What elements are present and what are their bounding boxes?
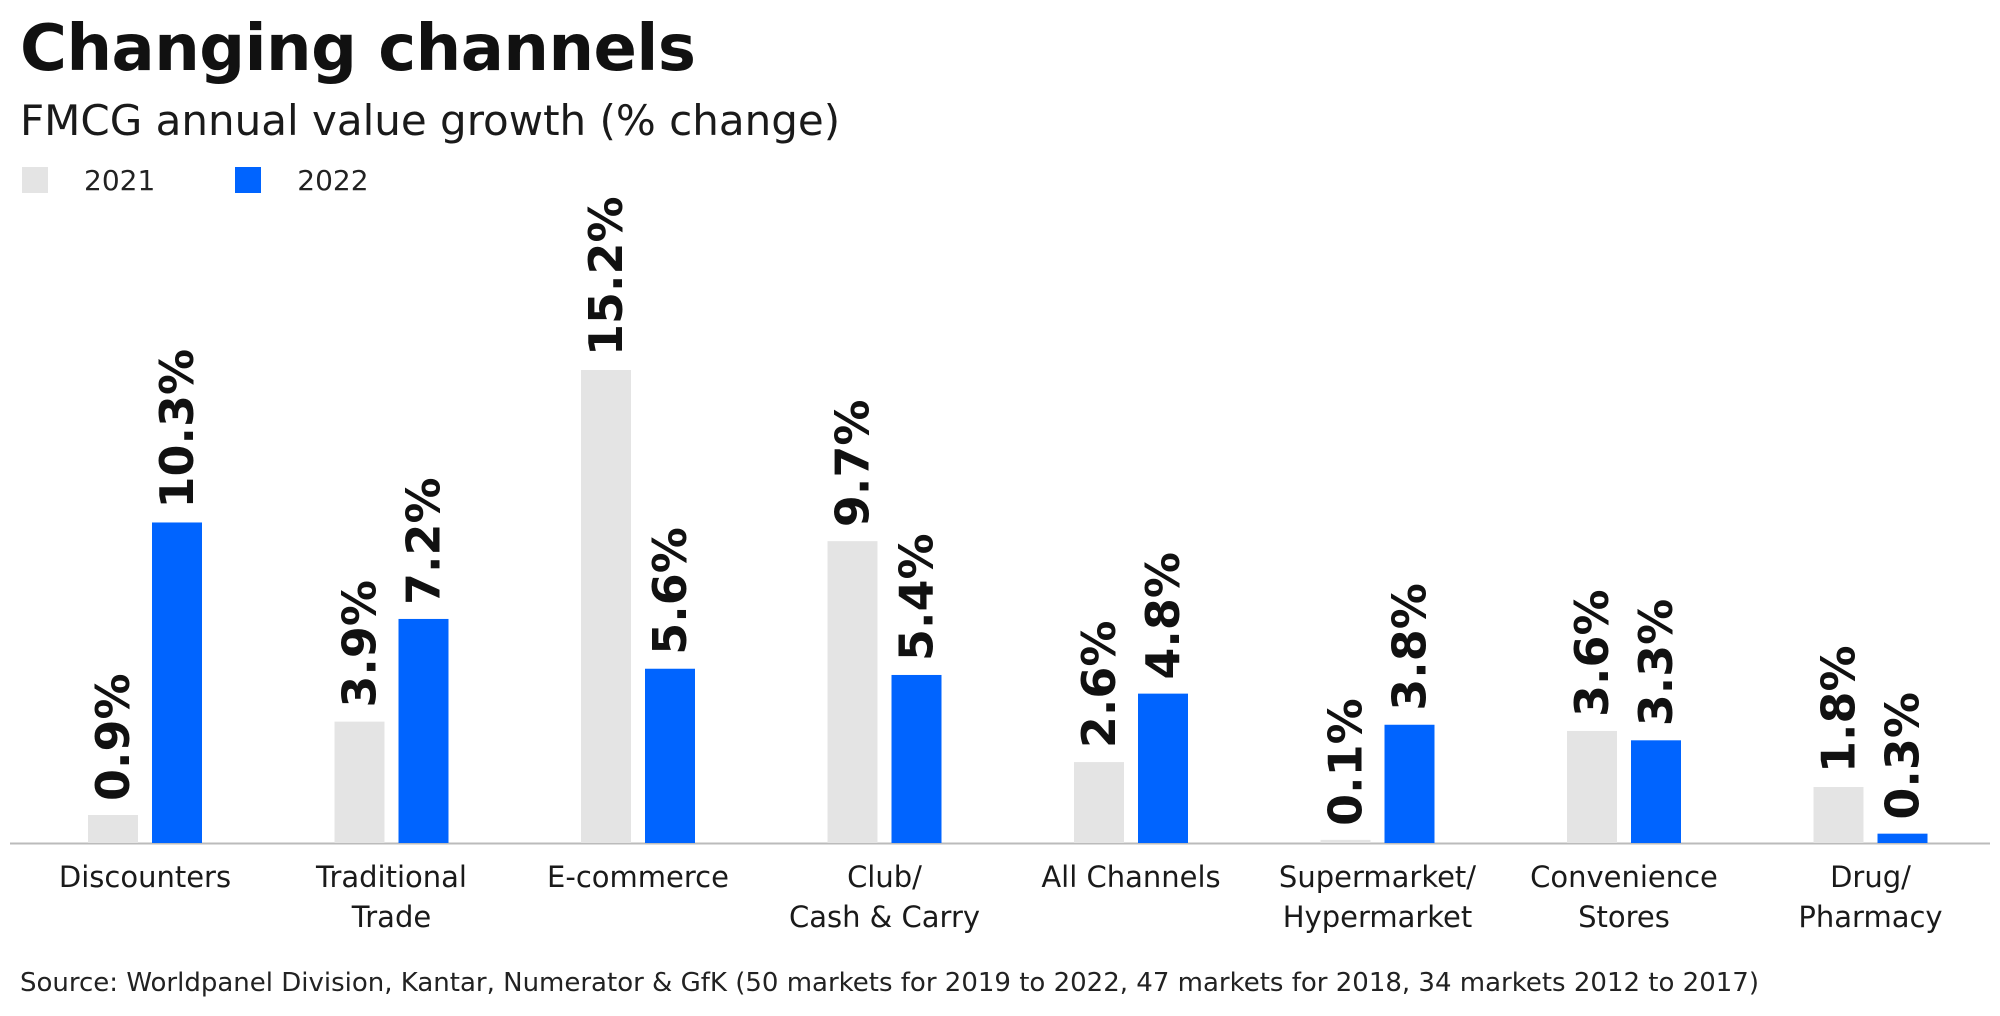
category-label-all-channels: All Channels: [1041, 860, 1220, 894]
category-label-supermarket-hypermarket: Supermarket/Hypermarket: [1279, 860, 1476, 934]
value-label-2022-e-commerce: 5.6%: [643, 527, 697, 655]
category-label-traditional-trade: Traditional Trade: [315, 860, 467, 934]
bar-2022-supermarket-hypermarket: [1384, 724, 1435, 843]
value-label-2021-supermarket-hypermarket: 0.1%: [1319, 698, 1373, 826]
value-label-2022-all-channels: 4.8%: [1136, 552, 1190, 680]
bar-2022-club-cash-carry: [891, 674, 942, 843]
legend-item-2021: 2021: [22, 164, 155, 197]
chart-subtitle: FMCG annual value growth (% change): [20, 96, 841, 145]
category-label-club-cash-carry: Club/Cash & Carry: [789, 860, 980, 934]
bar-2022-all-channels: [1138, 693, 1188, 843]
legend-label-2021: 2021: [84, 163, 156, 197]
bar-2022-e-commerce: [645, 668, 695, 843]
value-label-2022-convenience-stores: 3.3%: [1629, 599, 1683, 727]
value-label-2021-drug-pharmacy: 1.8%: [1812, 645, 1866, 773]
bar-2021-club-cash-carry: [827, 541, 878, 843]
chart-title: Changing channels: [20, 12, 696, 86]
source-note: Source: Worldpanel Division, Kantar, Num…: [20, 968, 1759, 998]
bar-2022-drug-pharmacy: [1877, 833, 1928, 843]
value-label-2021-discounters: 0.9%: [86, 673, 140, 801]
value-label-2021-all-channels: 2.6%: [1072, 621, 1126, 749]
legend: 2021 2022: [22, 160, 449, 200]
category-label-e-commerce: E-commerce: [547, 860, 729, 894]
bar-2022-convenience-stores: [1631, 740, 1681, 843]
legend-item-2022: 2022: [235, 163, 369, 197]
bar-2021-traditional-trade: [334, 721, 385, 843]
value-label-2021-club-cash-carry: 9.7%: [826, 400, 880, 528]
value-label-2021-convenience-stores: 3.6%: [1565, 589, 1619, 717]
bar-2021-convenience-stores: [1567, 730, 1617, 843]
legend-swatch-2021: [22, 167, 48, 193]
value-label-2022-club-cash-carry: 5.4%: [890, 533, 944, 661]
value-label-2022-traditional-trade: 7.2%: [397, 477, 451, 605]
category-label-convenience-stores: Convenience Stores: [1530, 860, 1718, 934]
bar-2021-drug-pharmacy: [1813, 786, 1864, 843]
bar-2021-supermarket-hypermarket: [1320, 839, 1371, 843]
value-label-2022-discounters: 10.3%: [150, 349, 204, 509]
category-label-drug-pharmacy: Drug/Pharmacy: [1798, 860, 1942, 934]
value-label-2022-supermarket-hypermarket: 3.8%: [1383, 583, 1437, 711]
bar-2022-traditional-trade: [398, 618, 449, 843]
bar-2021-all-channels: [1074, 762, 1124, 843]
bar-2022-discounters: [152, 522, 202, 843]
legend-label-2022: 2022: [297, 163, 369, 197]
value-label-2022-drug-pharmacy: 0.3%: [1876, 692, 1930, 820]
legend-swatch-2022: [235, 167, 262, 193]
bar-2021-discounters: [88, 814, 138, 843]
value-label-2021-e-commerce: 15.2%: [579, 196, 633, 356]
value-label-2021-traditional-trade: 3.9%: [333, 580, 387, 708]
category-label-discounters: Discounters: [59, 860, 231, 894]
bar-2021-e-commerce: [581, 370, 631, 843]
